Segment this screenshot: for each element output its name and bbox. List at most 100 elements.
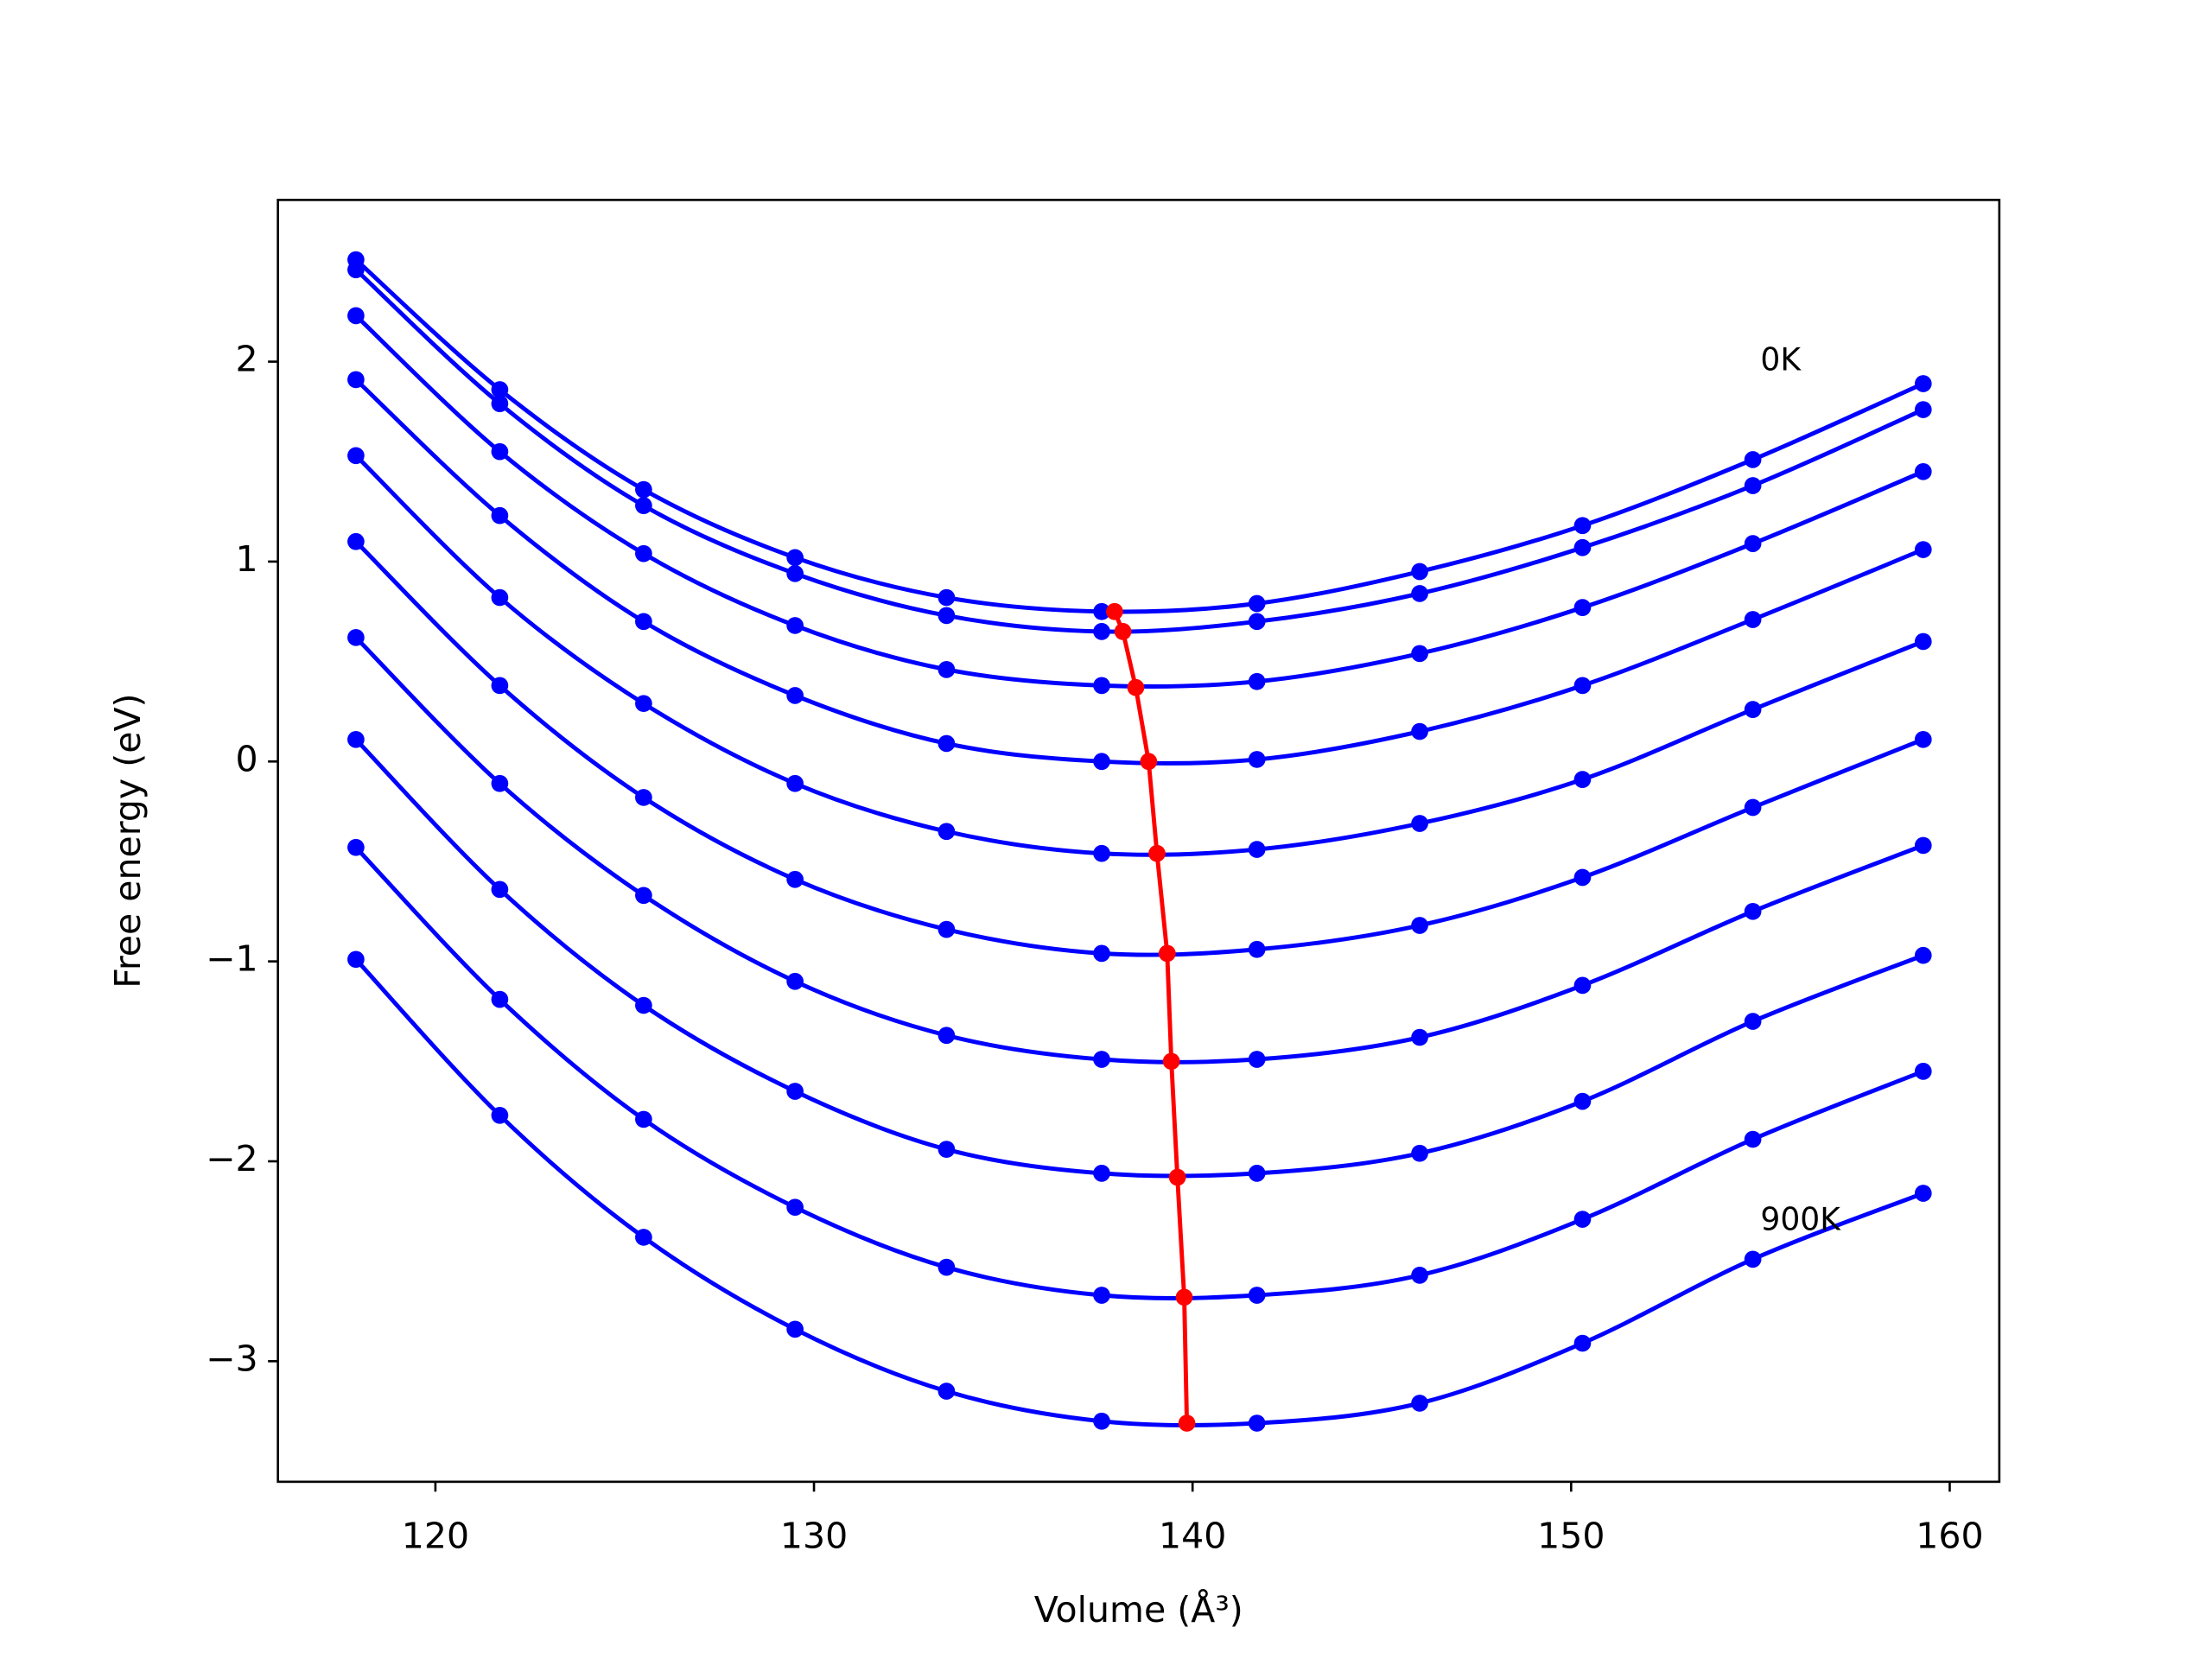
minimum-point	[1158, 944, 1176, 963]
data-point	[635, 996, 652, 1014]
minimum-point	[1168, 1168, 1186, 1186]
data-point	[786, 564, 804, 582]
data-point	[786, 1198, 804, 1217]
data-point	[1248, 1165, 1266, 1182]
data-point	[1744, 798, 1762, 817]
data-point	[347, 950, 365, 969]
data-point	[938, 661, 956, 678]
data-point	[1573, 677, 1592, 695]
data-point	[1914, 632, 1932, 651]
data-point	[1248, 940, 1266, 958]
data-point	[347, 261, 365, 278]
data-point	[1093, 677, 1110, 695]
y-tick-label: −2	[206, 1138, 257, 1179]
data-point	[491, 395, 509, 412]
data-point	[786, 870, 804, 888]
data-point	[786, 1320, 804, 1338]
data-point	[938, 920, 956, 938]
data-point	[1914, 836, 1932, 855]
data-point	[1744, 451, 1762, 468]
x-tick-label: 120	[402, 1516, 469, 1557]
y-tick-label: −3	[206, 1338, 257, 1379]
data-point	[491, 990, 509, 1008]
data-point	[1744, 611, 1762, 628]
x-tick-label: 140	[1159, 1516, 1226, 1557]
minimum-point	[1140, 753, 1158, 771]
data-point	[1411, 722, 1428, 741]
data-point	[1744, 1250, 1762, 1268]
data-point	[1744, 902, 1762, 920]
x-tick-label: 150	[1537, 1516, 1605, 1557]
y-tick-label: 1	[236, 538, 258, 580]
data-point	[1093, 844, 1110, 862]
data-point	[347, 730, 365, 748]
x-tick-label: 130	[780, 1516, 848, 1557]
data-point	[491, 880, 509, 899]
data-point	[635, 1229, 652, 1246]
data-point	[1093, 753, 1110, 771]
data-point	[1093, 602, 1110, 620]
data-point	[1248, 1414, 1266, 1432]
data-point	[491, 381, 509, 398]
data-point	[786, 617, 804, 634]
data-point	[1744, 701, 1762, 718]
data-point	[1914, 1063, 1932, 1080]
data-point	[347, 838, 365, 856]
data-point	[1744, 1130, 1762, 1148]
y-tick-label: −1	[206, 938, 257, 980]
data-point	[938, 1141, 956, 1158]
y-tick-label: 0	[236, 738, 258, 779]
data-point	[938, 823, 956, 841]
data-point	[1411, 1144, 1428, 1162]
data-point	[1093, 1412, 1110, 1430]
y-axis-label: Free energy (eV)	[107, 693, 149, 988]
data-point	[1093, 1165, 1110, 1182]
x-axis-label: Volume (Å³)	[1034, 1589, 1243, 1630]
data-point	[1744, 535, 1762, 552]
data-point	[1093, 1051, 1110, 1068]
data-point	[1573, 517, 1592, 535]
data-point	[491, 506, 509, 524]
data-point	[491, 442, 509, 461]
data-point	[938, 1027, 956, 1045]
data-point	[786, 972, 804, 990]
data-point	[1248, 1051, 1266, 1068]
data-point	[1744, 477, 1762, 494]
data-point	[491, 1106, 509, 1124]
data-point	[1248, 672, 1266, 690]
data-point	[1093, 623, 1110, 640]
data-point	[1573, 538, 1592, 556]
annotation: 900K	[1760, 1200, 1841, 1237]
data-point	[1411, 1028, 1428, 1046]
minimum-point	[1175, 1288, 1193, 1306]
minimum-point	[1162, 1052, 1180, 1071]
data-point	[1573, 1092, 1592, 1110]
data-point	[786, 549, 804, 567]
minimum-point	[1178, 1414, 1196, 1432]
data-point	[635, 695, 652, 713]
data-point	[1248, 613, 1266, 631]
y-tick-label: 2	[236, 339, 258, 380]
data-point	[635, 789, 652, 806]
data-point	[1248, 594, 1266, 613]
data-point	[1914, 375, 1932, 392]
data-point	[347, 628, 365, 646]
data-point	[491, 588, 509, 607]
data-point	[491, 677, 509, 695]
data-point	[1411, 563, 1428, 581]
plot-frame	[276, 199, 2001, 1484]
data-point	[786, 774, 804, 792]
data-point	[1914, 541, 1932, 558]
data-point	[1248, 841, 1266, 858]
data-point	[1411, 1395, 1428, 1412]
minimum-point	[1148, 844, 1166, 862]
data-point	[1573, 976, 1592, 995]
data-point	[1411, 815, 1428, 832]
data-point	[1093, 1287, 1110, 1304]
data-point	[1744, 1013, 1762, 1030]
data-point	[635, 887, 652, 905]
data-point	[938, 607, 956, 625]
